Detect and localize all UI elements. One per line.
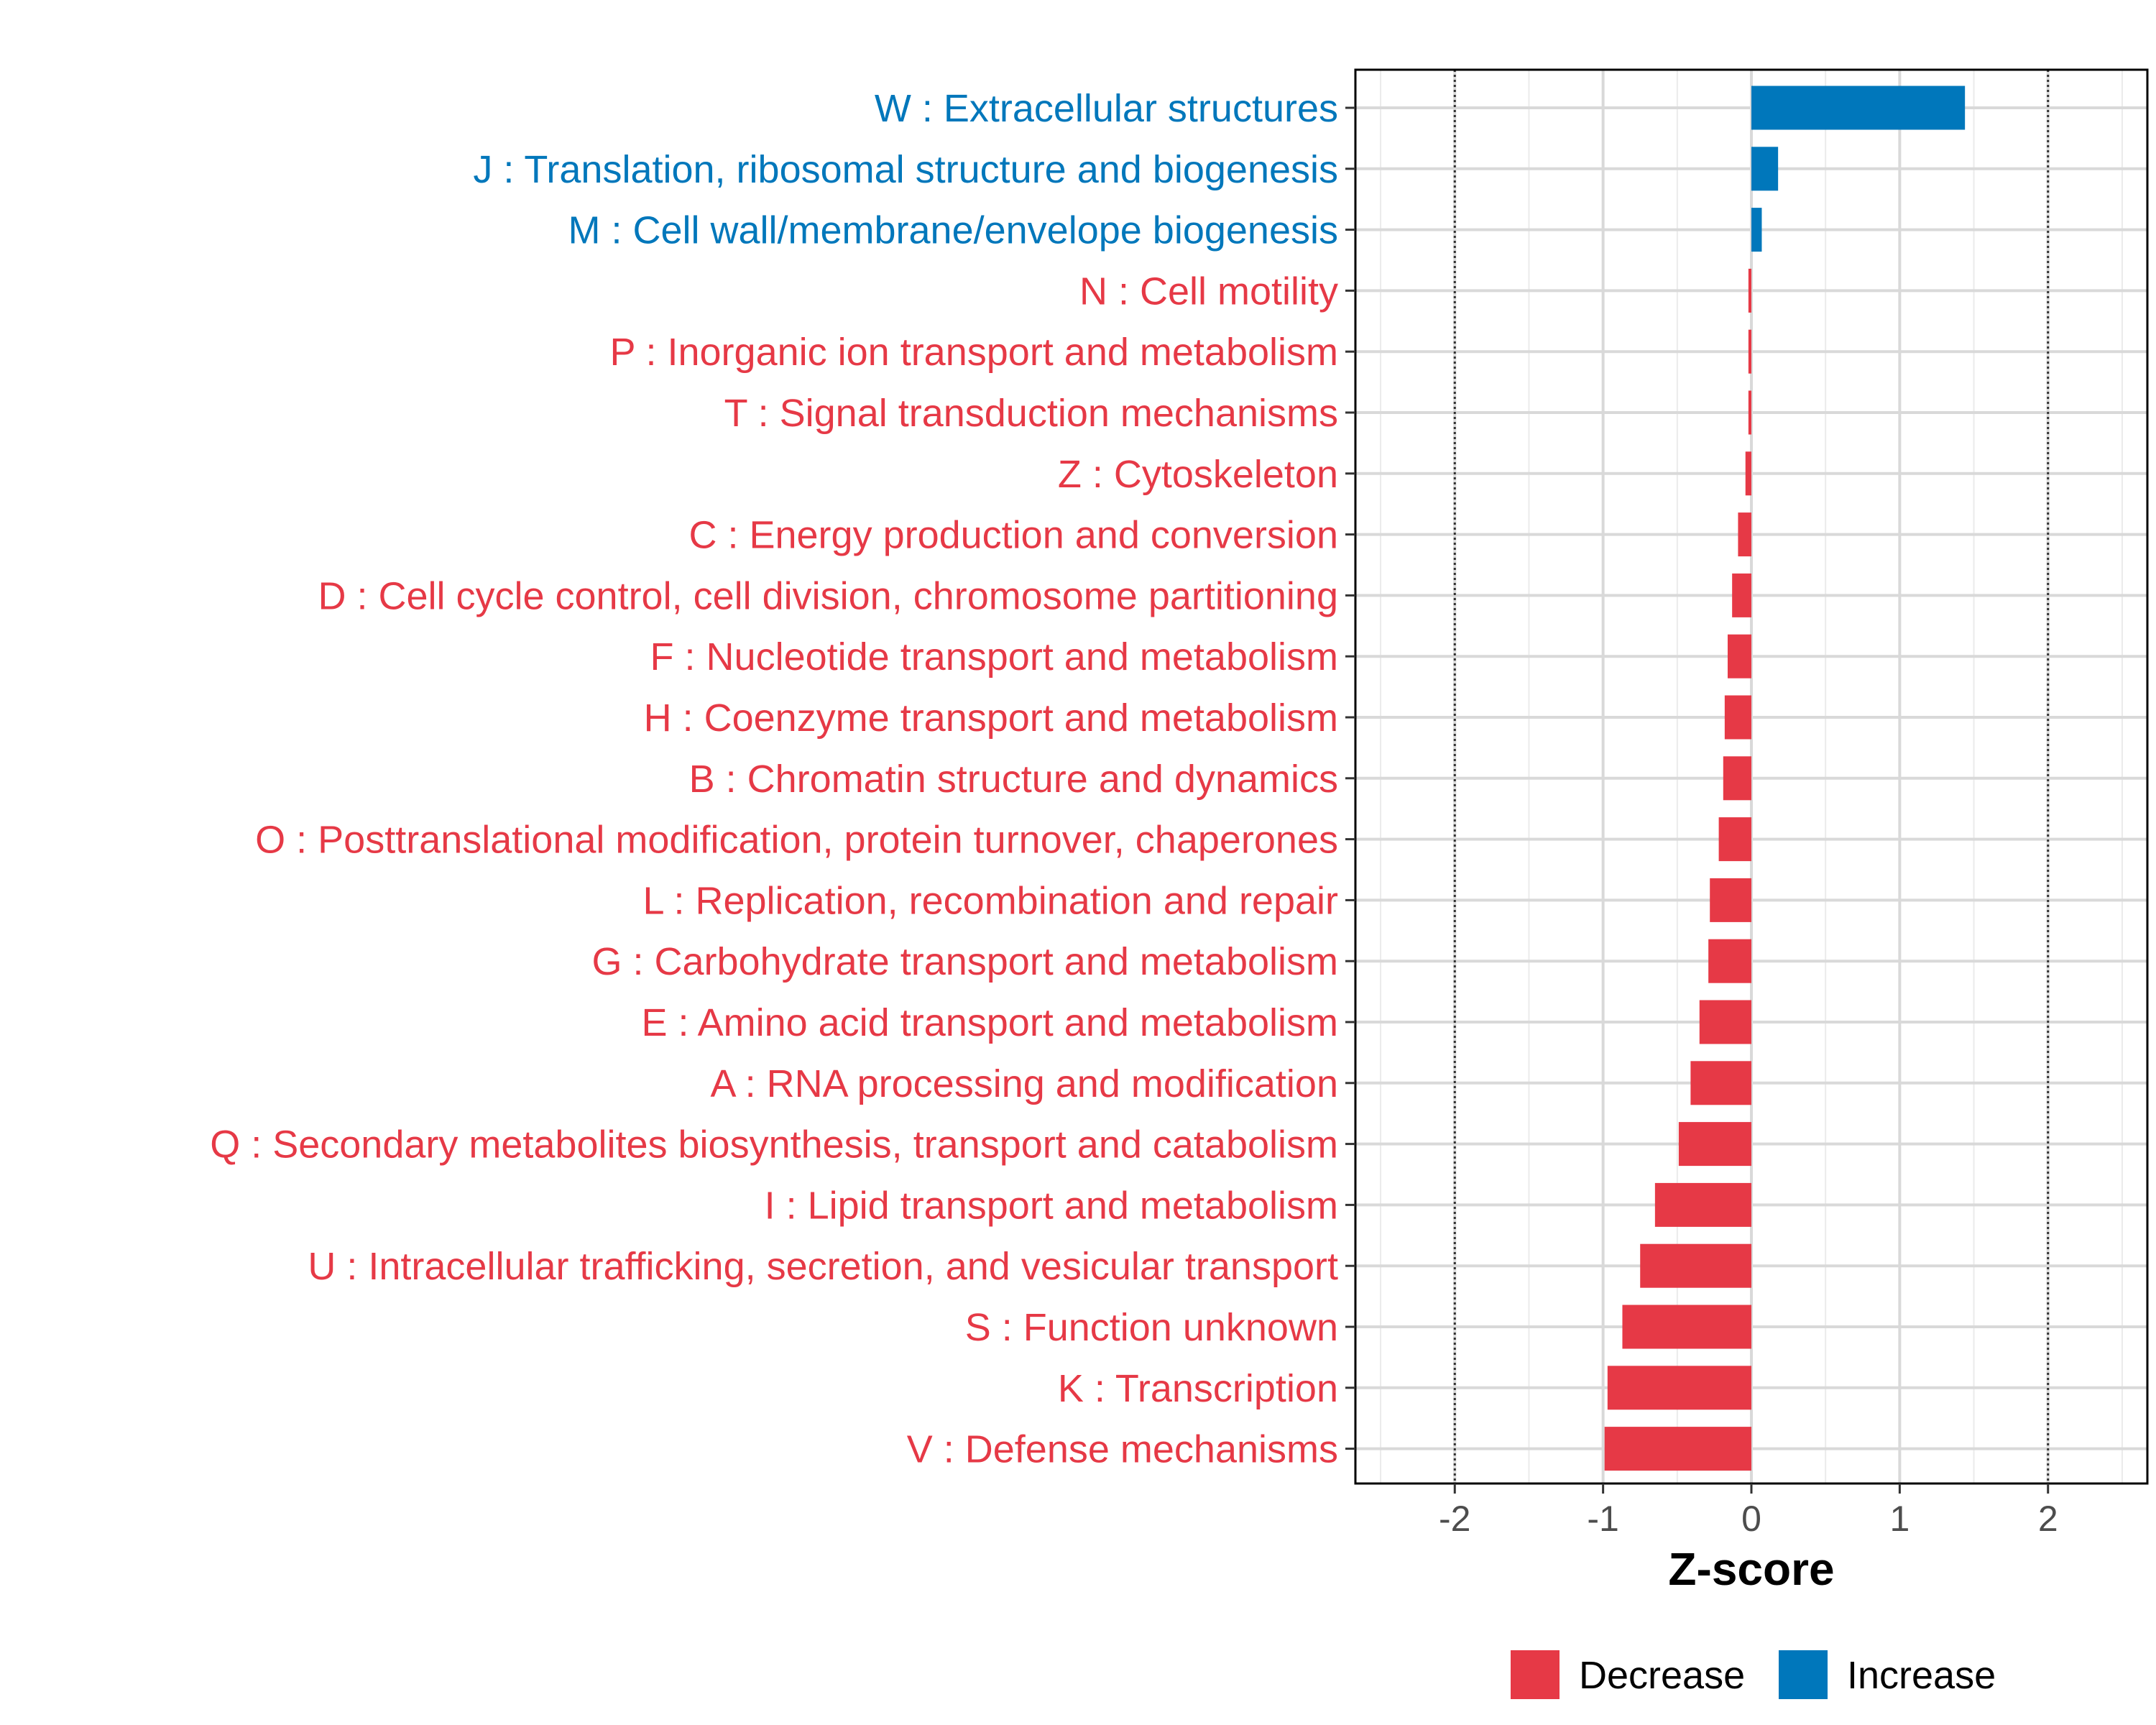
bar [1699,1000,1751,1044]
bar [1710,878,1751,922]
x-tick-label: -1 [1587,1499,1618,1539]
x-axis-title: Z-score [1668,1543,1834,1595]
category-label: G : Carbohydrate transport and metabolis… [592,940,1339,983]
bar [1727,634,1751,678]
legend-key [1779,1650,1828,1699]
bar [1678,1122,1751,1167]
bar [1748,268,1751,313]
category-label: U : Intracellular trafficking, secretion… [308,1245,1338,1288]
bar [1751,208,1762,252]
category-label: P : Inorganic ion transport and metaboli… [609,331,1338,374]
bar [1622,1305,1751,1349]
x-tick-label: 2 [2038,1499,2058,1539]
category-label: K : Transcription [1058,1367,1338,1410]
x-tick-label: 1 [1889,1499,1909,1539]
category-label: V : Defense mechanisms [907,1428,1338,1471]
category-label: W : Extracellular structures [875,87,1338,130]
bar [1708,939,1751,983]
bar [1607,1366,1751,1410]
category-label: B : Chromatin structure and dynamics [689,758,1338,801]
bar [1748,329,1751,374]
legend: Decrease Increase [1511,1650,1996,1699]
bar [1724,695,1751,740]
bar [1751,147,1779,191]
category-label: M : Cell wall/membrane/envelope biogenes… [568,209,1338,252]
legend-label: Decrease [1579,1654,1745,1697]
bar [1604,1427,1751,1471]
category-label: J : Translation, ribosomal structure and… [473,148,1338,191]
bar [1748,390,1751,435]
y-axis: W : Extracellular structures J : Translat… [210,87,1355,1471]
bar [1690,1061,1751,1105]
bar [1732,573,1751,617]
category-label: L : Replication, recombination and repai… [642,879,1338,922]
x-tick-label: -2 [1439,1499,1470,1539]
x-tick-label: 0 [1741,1499,1761,1539]
bar [1654,1182,1751,1227]
category-label: D : Cell cycle control, cell division, c… [318,574,1338,617]
bar [1751,86,1966,130]
bar [1718,817,1751,862]
bar [1640,1243,1751,1288]
category-label: Z : Cytoskeleton [1058,453,1338,496]
bar [1745,451,1751,496]
category-label: T : Signal transduction mechanisms [724,392,1338,435]
bar [1723,756,1751,801]
category-label: O : Posttranslational modification, prot… [255,819,1338,862]
category-label: A : RNA processing and modification [711,1062,1338,1105]
reference-lines [1453,70,2050,1484]
legend-key [1511,1650,1560,1699]
category-label: Q : Secondary metabolites biosynthesis, … [210,1123,1338,1167]
x-axis: -2 -1 0 1 2 [1439,1484,2058,1539]
category-label: S : Function unknown [965,1306,1338,1349]
category-label: E : Amino acid transport and metabolism [642,1001,1338,1044]
bars [1604,86,1966,1471]
category-label: N : Cell motility [1079,270,1338,313]
bar [1738,512,1751,557]
category-label: I : Lipid transport and metabolism [765,1184,1338,1227]
category-label: H : Coenzyme transport and metabolism [644,696,1338,740]
category-label: C : Energy production and conversion [688,514,1338,557]
legend-label: Increase [1847,1654,1996,1697]
category-label: F : Nucleotide transport and metabolism [650,635,1338,678]
